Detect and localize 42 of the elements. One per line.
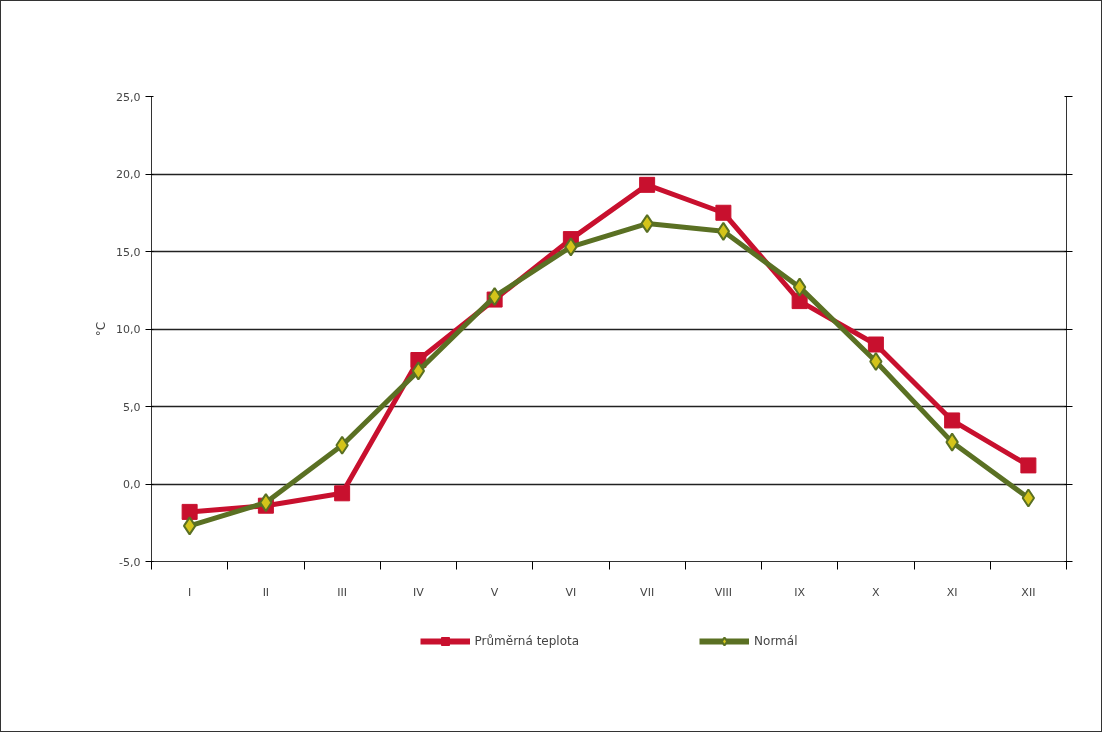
y-tick-label: 10,0 <box>116 323 141 336</box>
point <box>487 286 502 306</box>
y-tick-label: 20,0 <box>116 168 141 181</box>
x-tick-label: VII <box>640 585 655 599</box>
point <box>640 214 654 234</box>
y-axis-title: °C <box>94 321 109 337</box>
point <box>1021 488 1036 508</box>
y-tick-label: 25,0 <box>116 90 141 104</box>
point <box>411 361 426 381</box>
point <box>869 352 883 372</box>
point <box>334 485 351 502</box>
point <box>259 493 273 513</box>
point <box>715 204 732 221</box>
x-tick-label: I <box>188 585 192 599</box>
point <box>181 503 198 520</box>
x-tick-label: III <box>337 585 347 599</box>
x-tick-label: X <box>872 585 881 599</box>
x-tick-label: II <box>262 585 270 599</box>
y-tick-label: 0,0 <box>123 478 141 491</box>
legend-label: Průměrná teplota <box>474 634 580 648</box>
x-tick-label: XI <box>946 585 958 599</box>
point <box>564 237 578 257</box>
x-tick-label: XII <box>1021 585 1036 599</box>
y-tick-label: 5,0 <box>123 400 141 414</box>
point <box>639 176 656 193</box>
y-tick-label: -5,0 <box>119 555 141 569</box>
x-tick-label: IV <box>412 585 425 599</box>
x-tick-label: VI <box>565 585 577 599</box>
point <box>867 336 884 353</box>
point <box>716 221 731 241</box>
point <box>945 432 959 452</box>
y-tick-label: 15,0 <box>116 245 141 259</box>
x-tick-label: IX <box>794 585 806 599</box>
point <box>791 293 808 310</box>
point <box>792 277 807 297</box>
legend-label: Normál <box>754 634 798 648</box>
x-tick-label: VIII <box>714 585 733 599</box>
point <box>182 516 197 536</box>
point <box>944 412 961 429</box>
point <box>335 435 349 455</box>
x-tick-label: V <box>490 585 499 599</box>
point <box>1020 457 1037 474</box>
